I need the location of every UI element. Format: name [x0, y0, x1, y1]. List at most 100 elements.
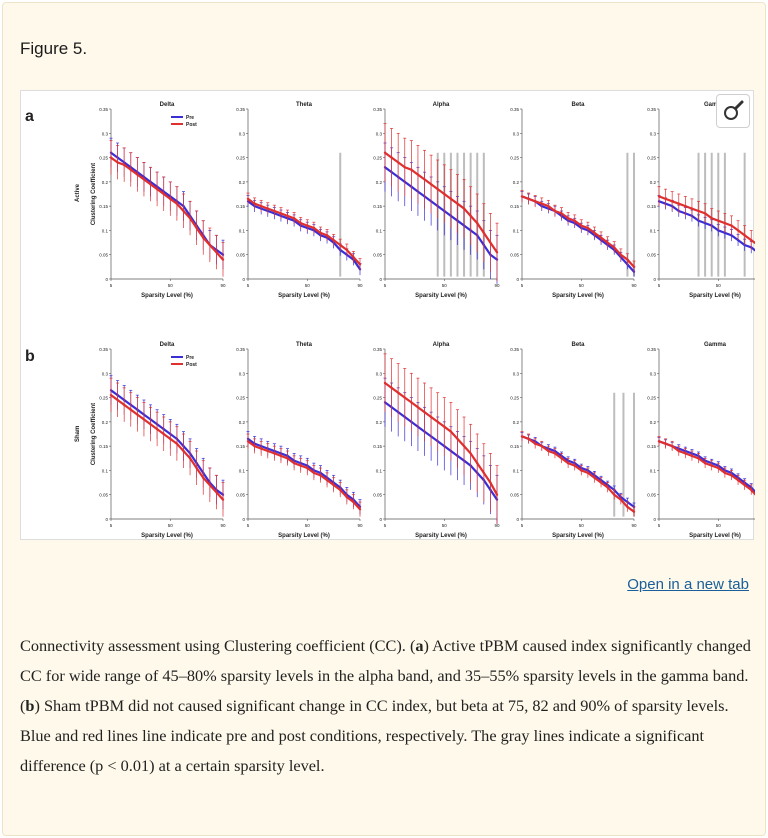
post-point: [469, 214, 472, 218]
x-tick-label: 90: [357, 283, 363, 288]
y-tick-label: 0: [242, 517, 245, 522]
post-point: [383, 151, 387, 154]
zoom-button[interactable]: [716, 94, 750, 128]
post-point: [136, 413, 139, 416]
y-tick-label: 0.25: [647, 156, 656, 161]
post-point: [703, 461, 707, 465]
post-point: [109, 156, 113, 159]
y-tick-label: 0.05: [236, 493, 245, 498]
post-point: [246, 197, 250, 201]
panel-title: Beta: [571, 102, 585, 108]
post-point: [390, 386, 393, 390]
y-tick-label: 0.15: [510, 204, 519, 209]
x-tick-label: 50: [305, 523, 311, 528]
y-tick-label: 0.35: [99, 347, 108, 352]
y-tick-label: 0: [105, 277, 108, 282]
y-tick-label: 0.2: [376, 420, 383, 425]
pre-series-line: [110, 151, 224, 256]
x-tick-label: 50: [716, 523, 722, 528]
post-point: [723, 221, 727, 225]
post-point: [670, 200, 674, 203]
post-point: [717, 219, 720, 222]
x-tick-label: 5: [384, 283, 387, 288]
post-series-line: [110, 156, 224, 261]
y-tick-label: 0.35: [373, 107, 382, 112]
post-point: [416, 406, 420, 409]
y-tick-label: 0.3: [239, 131, 246, 136]
post-point: [332, 238, 335, 242]
post-point: [273, 452, 276, 455]
figure-label: Figure 5.: [20, 39, 88, 58]
post-point: [273, 209, 276, 213]
y-tick-label: 0.1: [102, 468, 109, 473]
figure-chart: a Active Clustering Coefficient Delta 0 0.05 0…: [25, 102, 755, 539]
post-point: [573, 464, 576, 467]
post-point: [182, 449, 185, 453]
post-point: [476, 461, 479, 465]
post-series-line: [247, 198, 361, 266]
post-point: [383, 381, 387, 385]
post-point: [717, 466, 720, 470]
y-tick-label: 0: [379, 517, 382, 522]
post-point: [520, 195, 524, 198]
figure-image[interactable]: a Active Clustering Coefficient Delta 0 0.05 0…: [20, 90, 755, 540]
x-axis-label: Sparsity Level (%): [278, 293, 330, 299]
y-tick-label: 0.1: [650, 468, 657, 473]
post-point: [175, 442, 179, 445]
y-tick-label: 0: [242, 277, 245, 282]
post-point: [586, 471, 590, 475]
post-point: [306, 466, 309, 470]
x-tick-label: 90: [494, 283, 500, 288]
post-point: [259, 204, 263, 208]
x-tick-label: 5: [110, 523, 113, 528]
post-point: [664, 442, 667, 445]
y-tick-label: 0.1: [376, 228, 383, 233]
post-point: [423, 410, 426, 414]
post-point: [489, 481, 492, 484]
y-tick-label: 0: [105, 517, 108, 522]
panel-title: Beta: [571, 342, 585, 348]
post-point: [449, 430, 453, 433]
post-point: [142, 178, 146, 181]
y-tick-label: 0.15: [236, 204, 245, 209]
y-tick-label: 0.15: [373, 204, 382, 209]
post-point: [495, 251, 499, 254]
post-point: [299, 464, 302, 467]
y-tick-label: 0.35: [510, 107, 519, 112]
y-tick-label: 0: [516, 517, 519, 522]
post-point: [122, 163, 126, 167]
y-tick-label: 0.1: [102, 228, 109, 233]
x-axis-label: Sparsity Level (%): [141, 293, 193, 299]
figure-caption: Connectivity assessment using Clustering…: [20, 631, 755, 781]
y-axis-label: Clustering Coefficient: [91, 403, 97, 465]
row-label: b: [25, 348, 35, 365]
post-point: [527, 437, 530, 441]
panel-title: Gamma: [704, 102, 727, 108]
post-point: [195, 226, 198, 230]
post-point: [345, 248, 349, 252]
y-tick-label: 0.25: [99, 156, 108, 161]
post-point: [221, 498, 225, 501]
post-point: [684, 452, 687, 455]
post-point: [730, 474, 733, 477]
x-axis-label: Sparsity Level (%): [689, 533, 741, 539]
post-point: [259, 447, 263, 450]
y-tick-label: 0.15: [99, 444, 108, 449]
post-point: [390, 156, 393, 159]
y-tick-label: 0.25: [99, 396, 108, 401]
post-point: [586, 226, 590, 230]
post-point: [339, 243, 342, 247]
y-tick-label: 0.1: [239, 468, 246, 473]
y-tick-label: 0.3: [376, 371, 383, 376]
y-tick-label: 0.2: [239, 420, 246, 425]
post-point: [403, 166, 406, 169]
open-in-new-tab-link[interactable]: Open in a new tab: [627, 576, 749, 593]
post-point: [489, 241, 492, 244]
panel-title: Theta: [296, 102, 313, 108]
x-tick-label: 90: [494, 523, 500, 528]
post-series-line: [521, 435, 635, 513]
x-axis-label: Sparsity Level (%): [415, 293, 467, 299]
x-axis-label: Sparsity Level (%): [689, 293, 741, 299]
post-point: [456, 437, 459, 441]
y-tick-label: 0.15: [99, 204, 108, 209]
